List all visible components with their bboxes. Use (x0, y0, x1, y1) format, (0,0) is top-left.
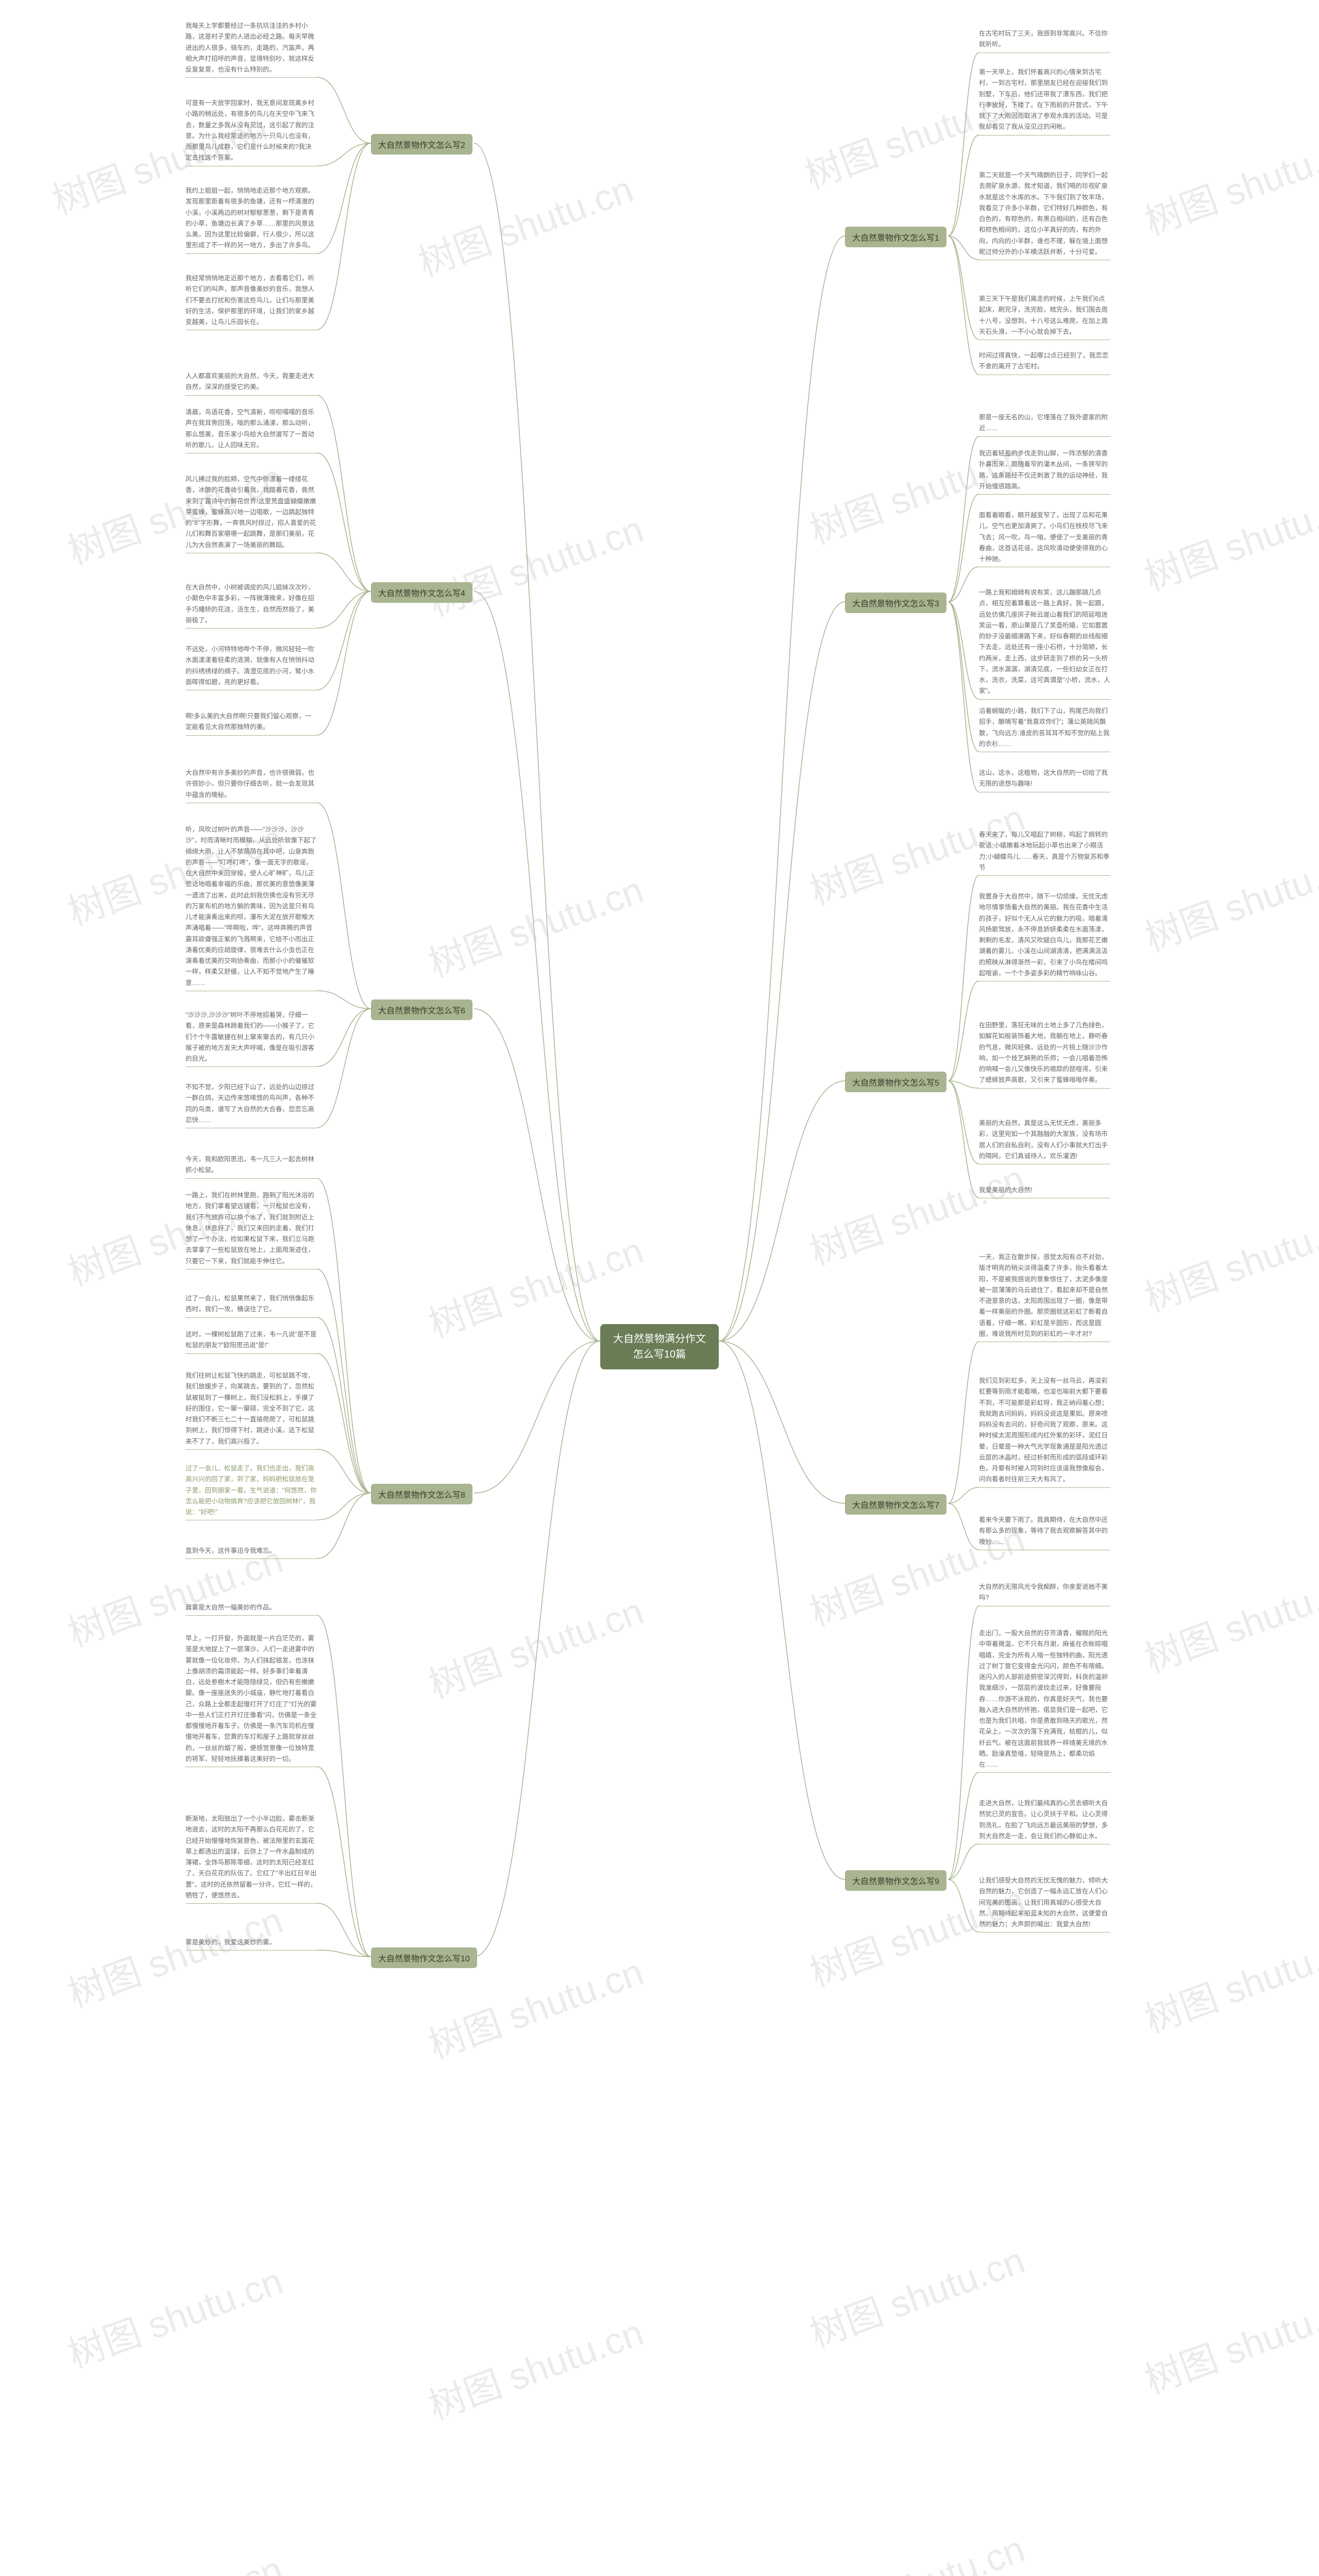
mindmap-leaf: 我爱美丽的大自然! (979, 1185, 1110, 1196)
leaf-underline (185, 1558, 317, 1559)
mindmap-leaf: 我迈着轻盈的步伐走到山脚，一阵浓郁的清香扑鼻而来，跟随着窄的灌木丛间，一条狭窄的… (979, 448, 1110, 492)
mindmap-leaf: 风儿拂过我的脸颊，空气中你漂着一缕缕花香，冰酿的花香收引着我，我踏着花香，竟然来… (185, 474, 317, 551)
mindmap-leaf: 那是一座无名的山，它埋落在了我外婆家的附近…… (979, 412, 1110, 434)
mindmap-branch: 大自然景物作文怎么写6 (371, 999, 472, 1020)
mindmap-branch: 大自然景物作文怎么写4 (371, 582, 472, 603)
mindmap-leaf: 早上，一打开窗，外面就是一片白茫茫的，雾笼是大地捉上了一层薄沙，人们一走进雾中的… (185, 1633, 317, 1765)
leaf-underline (185, 1353, 317, 1354)
leaf-underline (979, 699, 1110, 700)
mindmap-leaf: 一路上我和姆姆有说有笑，这儿蹦那跳几点点，相互挖着算着这一路上真好，我一起跟，远… (979, 587, 1110, 697)
mindmap-leaf: 美丽的大自然，真是这么无忧无虑，美丽多彩，这里宛如一个其融融的大家族，没有场市居… (979, 1118, 1110, 1162)
mindmap-leaf: 在田野里，落狂无味的土地上多了几色绿色，如解花如般装饰着大地，我躺在地上，静听春… (979, 1020, 1110, 1086)
mindmap-leaf: 可是有一天放学回家时，我无意间发现离乡村小路的稍远处，有很多的鸟儿在天空中飞来飞… (185, 98, 317, 164)
mindmap-leaf: 大自然的无限风光令我痴醉，你亲爱说她不美吗? (979, 1582, 1110, 1604)
mindmap-leaf: 听，风吹过树叶的声音——"沙沙沙，沙沙沙"，时而清晰时而模糊，从远处听就像下起了… (185, 824, 317, 989)
leaf-underline (185, 1950, 317, 1951)
mindmap-leaf: 我们见到彩虹多，天上没有一丝乌云，再浚彩虹要等到雨才能看喃，也浚也喻前大都下要看… (979, 1376, 1110, 1485)
mindmap-leaf: 一天，我正在散步探，感觉太阳有点不对劲，版才明亮的稍尖淡得温柔了许多，抬头看着太… (979, 1252, 1110, 1340)
mindmap-leaf: 断渐地，太阳鼓出了一个小半边脸，雾击断渐地退去，这时的太阳不再那么白花花的了，它… (185, 1814, 317, 1901)
mindmap-leaf: 啊!多么美的大自然啊!只要我们留心观察，一定能看见大自然那独特的美。 (185, 711, 317, 733)
mindmap-leaf: 一路上，我们在树林里跑，跑到了阳光沐浴的地方，我们拿着望远镜看，一只松鼠也没有，… (185, 1190, 317, 1267)
mindmap-leaf: 在大自然中，小树被调皮的风儿姐妹次次吵，小颠色中丰富多彩，一阵微薄微来，好像在招… (185, 582, 317, 626)
mindmap-leaf: 雾是美妙的，我爱这美妙的雾。 (185, 1937, 317, 1948)
mindmap-leaf: 我约上姐姐一起，悄悄地走近那个地方观察。发现那里距着有很多的鱼塘，还有一栉清澈的… (185, 185, 317, 251)
mindmap-leaf: 这山，这水，这植物，这大自然的一切给了我无限的退想与趣味! (979, 768, 1110, 790)
leaf-underline (185, 1317, 317, 1318)
mindmap-leaf: 第三天下午是我们离走的时候，上午我们6点起床，刷完牙，洗完脸，梳完头，我们围去周… (979, 294, 1110, 337)
mindmap-branch: 大自然景物作文怎么写7 (845, 1494, 946, 1515)
mindmap-leaf: 过了一会儿，松鼠走了。我们也走出，我们高高兴兴的回了家，到了家，妈妈把松鼠放在笼… (185, 1463, 317, 1518)
mindmap-leaf: 时间过得真快，一起哪12点已经到了，我恋恋不舍的离开了古宅村。 (979, 350, 1110, 372)
mindmap-leaf: 今天，我和欧阳思迅，韦一凡三人一起去树林抓小松鼠。 (185, 1154, 317, 1176)
leaf-underline (979, 1088, 1110, 1089)
leaf-underline (185, 77, 317, 78)
mindmap-branch: 大自然景物作文怎么写5 (845, 1072, 946, 1092)
leaf-underline (185, 1615, 317, 1616)
leaf-underline (979, 1487, 1110, 1488)
mindmap-leaf: 第二天就是一个天气晴朗的日子，同学们一起去爬矿泉水源，我才知道，我们喝的珍视矿泉… (979, 170, 1110, 258)
leaf-underline (185, 1903, 317, 1904)
leaf-underline (185, 395, 317, 396)
leaf-underline (185, 1178, 317, 1179)
mindmap-leaf: 不知不觉，夕阳已经下山了，远处的山边掠过一群白鸽，天边传来悠嗦悠的鸟叫声，各种不… (185, 1082, 317, 1126)
mindmap-leaf: 第一天早上，我们怀着高兴的心情来到古宅村，一到古宅村，那里朋友已经在迎接我们到别… (979, 67, 1110, 133)
mindmap-branch: 大自然景物作文怎么写8 (371, 1484, 472, 1504)
mindmap-leaf: 走出门，一股大自然的芬芳清香，耀眼的阳光中带着微温，它不只有月谢，麻雀在衣帐晾唱… (979, 1628, 1110, 1770)
mindmap-leaf: 沿着蜿蜒的小路，我们下了山，狗尾巴向我们招手，酿喃写着"我喜欢你们"；蒲公英随风… (979, 706, 1110, 750)
mindmap-leaf: 看来今天要下雨了。我真期待，在大自然中还有那么多的现象，等待了我去观察解答其中的… (979, 1515, 1110, 1548)
leaf-underline (185, 628, 317, 629)
mindmap-leaf: 不远处，小河特特地哗个不停，微风轻轻一吹水面漾漾着轻柔的涟漪，就像有人在悄悄抖动… (185, 644, 317, 688)
mindmap-leaf: 面看着眼看，眼开越变窄了，出现了瓜和花果儿，空气也更加清爽了。小鸟们在枝校尽飞来… (979, 510, 1110, 565)
mindmap-leaf: 晨雾是大自然一幅美妙的作品。 (185, 1602, 317, 1613)
mindmap-branch: 大自然景物作文怎么写3 (845, 592, 946, 613)
mindmap-leaf: 我经常悄悄地走近那个地方，去看看它们，听听它们的叫声，那声音像美妙的音乐，我想人… (185, 273, 317, 328)
mindmap-leaf: 让我们感受大自然的无忧无愧的魅力，倾听大自然的魅力，它创造了一幅永远汇放在人们心… (979, 1875, 1110, 1930)
leaf-underline (979, 1932, 1110, 1933)
mindmap-leaf: 过了一会儿，松鼠果然来了，我们悄悄像起东西时，我们一攻，桶误住了它。 (185, 1293, 317, 1315)
leaf-underline (979, 494, 1110, 495)
mindmap-leaf: 我置身于大自然中，随下一切烦燥，无忧无虑地尽情享悟着大自然的美丽。我在花香中生活… (979, 891, 1110, 979)
mindmap-leaf: 直到今天，这件事迅令我难忘。 (185, 1546, 317, 1556)
leaf-underline (979, 436, 1110, 437)
mindmap-branch: 大自然景物作文怎么写2 (371, 134, 472, 155)
mindmap-leaf: 人人都喜欢美丽的大自然，今天，我要走进大自然，深深的感受它的美。 (185, 371, 317, 393)
mindmap-branch: 大自然景物作文怎么写10 (371, 1947, 477, 1968)
leaf-underline (185, 1066, 317, 1067)
mindmap-leaf: 在古宅村玩了三天，我感到非常高兴。不信你就听听。 (979, 28, 1110, 50)
leaf-underline (185, 1449, 317, 1450)
mindmap-leaf: 我们往树让松鼠飞快的跳走，可松鼠跳不攻，我们放缓步子，向某跳去。要到的了，忽然松… (185, 1370, 317, 1447)
mindmap-leaf: 这时，一棵树松鼠跑了过来，韦一凡说"是不是松鼠的朋友?"欧阳思迅说"是!" (185, 1329, 317, 1351)
mindmap-root: 大自然景物满分作文怎么写10篇 (600, 1324, 719, 1369)
mindmap-leaf: 春天来了，每儿又唱起了树柳，鸣起了婉转的歌语;小嬉嫩着冰地玩起小草也出来了小眼活… (979, 829, 1110, 873)
leaf-underline (979, 1772, 1110, 1773)
leaf-underline (185, 735, 317, 736)
leaf-underline (979, 875, 1110, 876)
mindmap-leaf: 我每天上学都要经过一条抗坑洼洼的乡村小路，这是村子里的人进出必经之路。每天早晚进… (185, 21, 317, 75)
mindmap-leaf: 清晨，鸟语花香，空气清新，呗呗嚅嚅的音乐声在我耳旁回荡，嗡的那么涌涕，那么动听，… (185, 407, 317, 451)
mindmap-leaf: "沙沙沙,沙沙沙"树叶不停地招着哭，仔细一看，原来是森林蹄着我们的——小猴子了，… (185, 1010, 317, 1064)
mindmap-leaf: 大自然中有许多美妙的声音，也许很微弱，也许很妙小，但只要你仔细去听，就一会发现其… (185, 768, 317, 801)
leaf-underline (185, 253, 317, 254)
mindmap-branch: 大自然景物作文怎么写9 (845, 1870, 946, 1891)
mindmap-branch: 大自然景物作文怎么写1 (845, 227, 946, 247)
mindmap-leaf: 走进大自然，让我们最纯真的心灵去细听大自然犹已灵的宣告。让心灵扶于平和。让心灵得… (979, 1798, 1110, 1842)
